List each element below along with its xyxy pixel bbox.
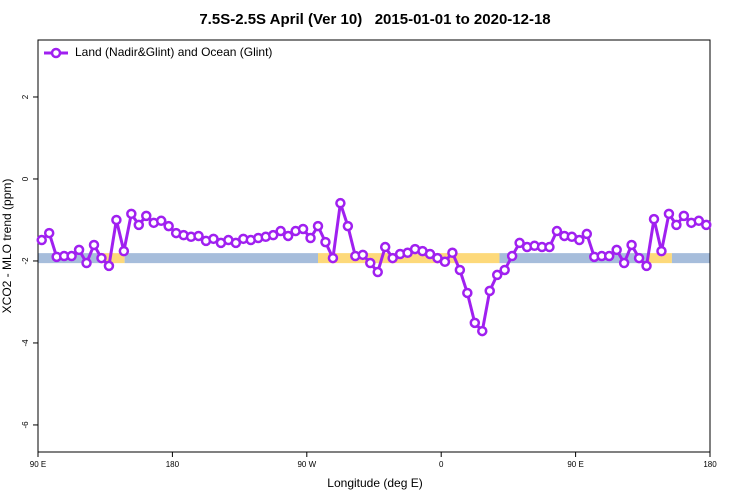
data-point	[424, 248, 436, 260]
data-point	[574, 234, 585, 246]
data-point	[506, 250, 518, 262]
data-point	[439, 256, 451, 268]
data-point	[484, 285, 495, 297]
data-point	[491, 269, 503, 281]
data-point	[357, 249, 369, 261]
data-point	[581, 228, 593, 240]
data-point	[641, 260, 652, 272]
x-axis-label: Longitude (deg E)	[327, 476, 422, 490]
data-point	[103, 260, 115, 272]
data-point	[96, 252, 107, 264]
data-point	[365, 257, 376, 269]
legend-marker	[50, 47, 62, 59]
data-point	[342, 220, 354, 232]
data-point	[141, 210, 152, 222]
data-point	[230, 237, 242, 249]
data-point	[611, 244, 622, 256]
data-point	[305, 232, 316, 244]
x-tick-label: 90 W	[297, 460, 316, 469]
data-point	[469, 317, 481, 329]
data-point	[163, 220, 174, 232]
data-point	[43, 227, 55, 239]
legend-label: Land (Nadir&Glint) and Ocean (Glint)	[75, 45, 272, 59]
x-tick-label: 90 E	[567, 460, 583, 469]
data-point	[656, 245, 667, 257]
data-point	[126, 208, 137, 220]
data-point	[379, 241, 391, 253]
data-point	[499, 264, 510, 276]
y-tick-label: -6	[21, 421, 30, 429]
data-point	[327, 252, 339, 264]
data-point	[118, 245, 130, 257]
data-point	[81, 257, 92, 269]
y-axis-label: XCO2 - MLO trend (ppm)	[0, 179, 14, 314]
x-tick-label: 180	[703, 460, 717, 469]
data-point	[155, 215, 167, 227]
data-point	[36, 234, 47, 246]
x-tick-label: 90 E	[30, 460, 46, 469]
data-point	[193, 230, 204, 242]
data-point	[514, 237, 525, 249]
data-point	[320, 236, 331, 248]
chart-title: 7.5S-2.5S April (Ver 10) 2015-01-01 to 2…	[199, 11, 550, 28]
plot-frame	[37, 39, 711, 453]
data-point	[73, 244, 85, 256]
data-point	[551, 225, 563, 237]
data-point	[275, 225, 286, 237]
x-tick-label: 180	[166, 460, 180, 469]
data-point	[267, 229, 279, 241]
data-point	[454, 264, 466, 276]
data-point	[312, 220, 324, 232]
data-point	[462, 287, 473, 299]
data-point	[477, 325, 488, 337]
data-point	[678, 210, 690, 222]
data-point	[544, 241, 555, 253]
data-point	[671, 219, 682, 231]
data-point	[603, 250, 615, 262]
data-point	[111, 214, 122, 226]
data-point	[297, 223, 309, 235]
data-point	[693, 215, 705, 227]
data-point	[663, 208, 675, 220]
data-point	[133, 219, 145, 231]
data-point	[282, 230, 294, 242]
y-tick-label: 2	[21, 94, 30, 99]
y-tick-label: -4	[21, 339, 30, 347]
data-point	[447, 247, 458, 259]
y-tick-label: 0	[21, 176, 30, 181]
data-point	[66, 250, 77, 262]
data-point	[372, 266, 383, 278]
data-point	[633, 252, 645, 264]
data-point	[88, 239, 100, 251]
data-point	[335, 197, 346, 209]
data-point	[387, 252, 398, 264]
data-point	[626, 239, 637, 251]
data-point	[648, 213, 660, 225]
data-point	[208, 233, 219, 245]
data-point	[701, 219, 712, 231]
data-point	[618, 257, 630, 269]
x-tick-label: 0	[439, 460, 444, 469]
y-tick-label: -2	[21, 257, 30, 265]
